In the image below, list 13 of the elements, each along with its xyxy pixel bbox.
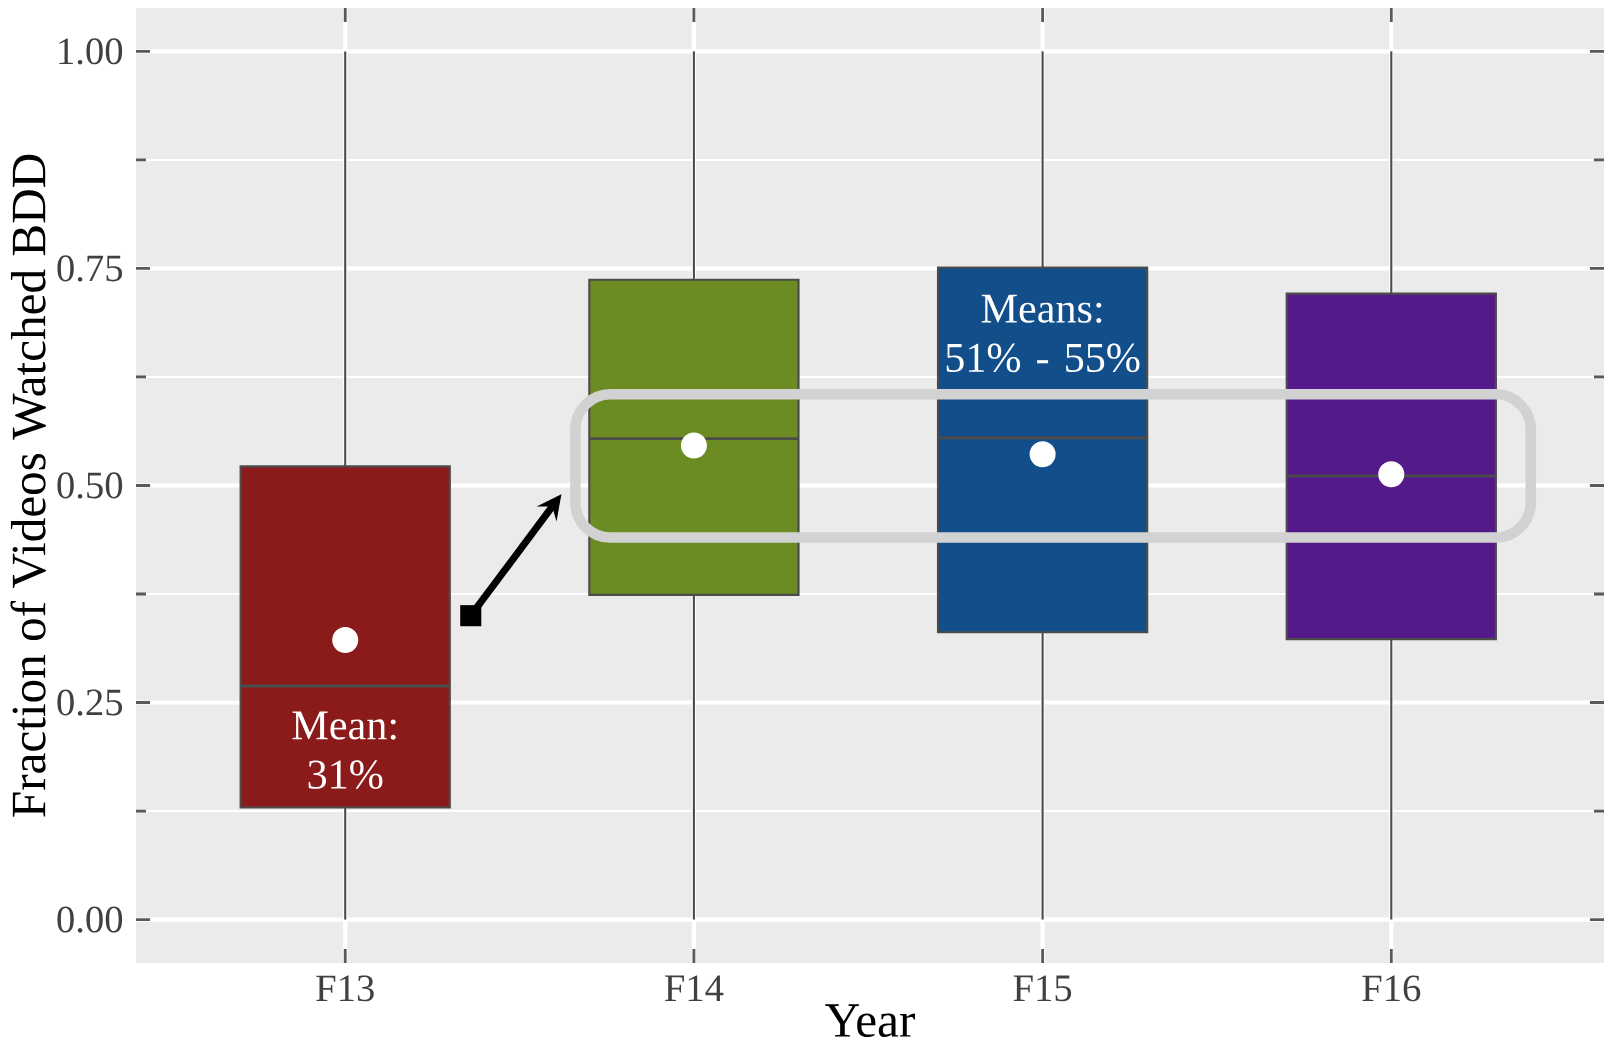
- x-tick-label: F13: [316, 975, 374, 1002]
- y-tick-label: 0.75: [57, 255, 123, 282]
- y-tick-label: 0.50: [57, 472, 123, 499]
- annotation: Means: 51% - 55%: [946, 294, 1140, 373]
- x-tick-label: F16: [1362, 975, 1421, 1002]
- x-tick-label: F14: [664, 975, 724, 1001]
- y-tick-label: 0.25: [57, 689, 123, 716]
- x-axis-title: Year: [825, 1004, 915, 1038]
- y-axis-title: Fraction of Videos Watched BDD: [10, 154, 46, 817]
- y-tick-label: 1.00: [59, 38, 123, 65]
- x-tick-label: F15: [1013, 975, 1072, 1002]
- y-tick-label: 0.00: [57, 906, 123, 933]
- annotation: Mean: 31%: [292, 711, 396, 789]
